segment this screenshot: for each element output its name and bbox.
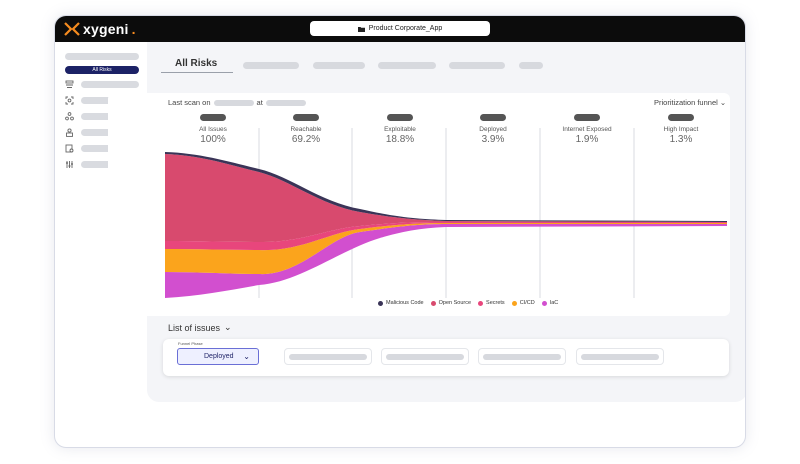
tab-all-risks[interactable]: All Risks (161, 58, 234, 73)
stage-reachable: Reachable 69.2% (261, 114, 351, 145)
stage-name: High Impact (663, 126, 699, 133)
stage-count-badge (480, 114, 506, 121)
tab-placeholder-1[interactable] (243, 61, 300, 69)
series-cicd (165, 223, 727, 275)
scan-time (265, 99, 306, 106)
graph-icon (63, 112, 75, 122)
filter-placeholder-4[interactable] (576, 348, 664, 365)
folder-icon (357, 26, 365, 32)
xygeni-logo-icon (64, 22, 80, 36)
project-name: Product Corporate_App (368, 25, 443, 32)
sidebar-item-all-risks[interactable]: All Risks (65, 66, 139, 74)
legend-item[interactable]: IaC (541, 300, 559, 306)
legend-label: Malicious Code (386, 300, 424, 306)
logo-text: xygeni (83, 21, 129, 37)
tab-bar: All Risks (161, 58, 544, 73)
project-selector[interactable]: Product Corporate_App (310, 21, 490, 36)
tab-placeholder-4[interactable] (449, 61, 506, 69)
legend-label: Secrets (486, 300, 505, 306)
legend-label: Open Source (438, 300, 472, 306)
filter-placeholder-3[interactable] (478, 348, 566, 365)
legend-dot-icon (378, 300, 383, 306)
scan-date (213, 99, 254, 106)
tab-placeholder-2[interactable] (313, 61, 366, 69)
stage-percent: 100% (200, 134, 226, 145)
stage-count-badge (574, 114, 600, 121)
chevron-down-icon: ⌄ (719, 98, 727, 107)
chevron-down-icon: ⌄ (243, 352, 250, 361)
chart-legend: Malicious Code Open Source Secrets CI/CD IaC (378, 300, 558, 306)
funnel-phase-label: Funnel Phase (178, 341, 203, 346)
stage-name: Exploitable (384, 126, 416, 133)
filter-placeholder-1[interactable] (284, 348, 372, 365)
stage-name: Internet Exposed (562, 126, 612, 133)
stage-percent: 69.2% (291, 134, 321, 145)
sidebar-item-1[interactable] (63, 80, 139, 89)
stage-count-badge (200, 114, 226, 121)
stage-percent: 1.3% (669, 134, 693, 145)
legend-item[interactable]: Malicious Code (378, 300, 424, 306)
funnel-phase-select[interactable]: Deployed ⌄ (177, 348, 259, 365)
tab-placeholder-3[interactable] (378, 61, 437, 69)
prioritization-funnel-select[interactable]: Prioritization funnel ⌄ (654, 98, 727, 107)
legend-dot-icon (478, 300, 484, 306)
stage-exploitable: Exploitable 18.8% (355, 114, 445, 145)
stage-count-badge (668, 114, 694, 121)
sidebar-placeholder-1[interactable] (63, 52, 139, 61)
stage-internet-exposed: Internet Exposed 1.9% (542, 114, 632, 145)
stage-percent: 18.8% (385, 134, 415, 145)
tab-placeholder-5[interactable] (519, 61, 544, 69)
user-lock-icon (63, 128, 75, 138)
stage-deployed: Deployed 3.9% (448, 114, 538, 145)
stage-name: Deployed (479, 126, 507, 133)
legend-label: IaC (549, 300, 559, 306)
stage-all-issues: All Issues 100% (168, 114, 258, 145)
shield-doc-icon (63, 144, 75, 154)
stage-name: All Issues (199, 126, 227, 133)
legend-dot-icon (541, 300, 547, 306)
last-scan-info: Last scan on at (168, 98, 306, 107)
sliders-icon (63, 160, 75, 170)
chevron-down-icon: ⌄ (224, 322, 232, 332)
stage-name: Reachable (290, 126, 322, 133)
stage-count-badge (387, 114, 413, 121)
stage-high-impact: High Impact 1.3% (636, 114, 726, 145)
legend-item[interactable]: Secrets (478, 300, 505, 306)
stage-percent: 1.9% (575, 134, 599, 145)
scan-icon (63, 96, 75, 106)
legend-dot-icon (511, 300, 517, 306)
legend-dot-icon (430, 300, 436, 306)
logo[interactable]: xygeni. (64, 21, 136, 37)
series-open-source (165, 154, 727, 243)
stage-count-badge (293, 114, 319, 121)
legend-item[interactable]: CI/CD (511, 300, 535, 306)
stage-percent: 3.9% (481, 134, 505, 145)
layers-icon (63, 80, 75, 90)
legend-item[interactable]: Open Source (430, 300, 472, 306)
series-secrets (165, 222, 727, 251)
top-bar: xygeni. Product Corporate_App (55, 16, 745, 42)
series-iac (165, 224, 727, 298)
legend-label: CI/CD (519, 300, 535, 306)
list-of-issues-header[interactable]: List of issues ⌄ (168, 322, 232, 333)
filter-placeholder-2[interactable] (381, 348, 469, 365)
